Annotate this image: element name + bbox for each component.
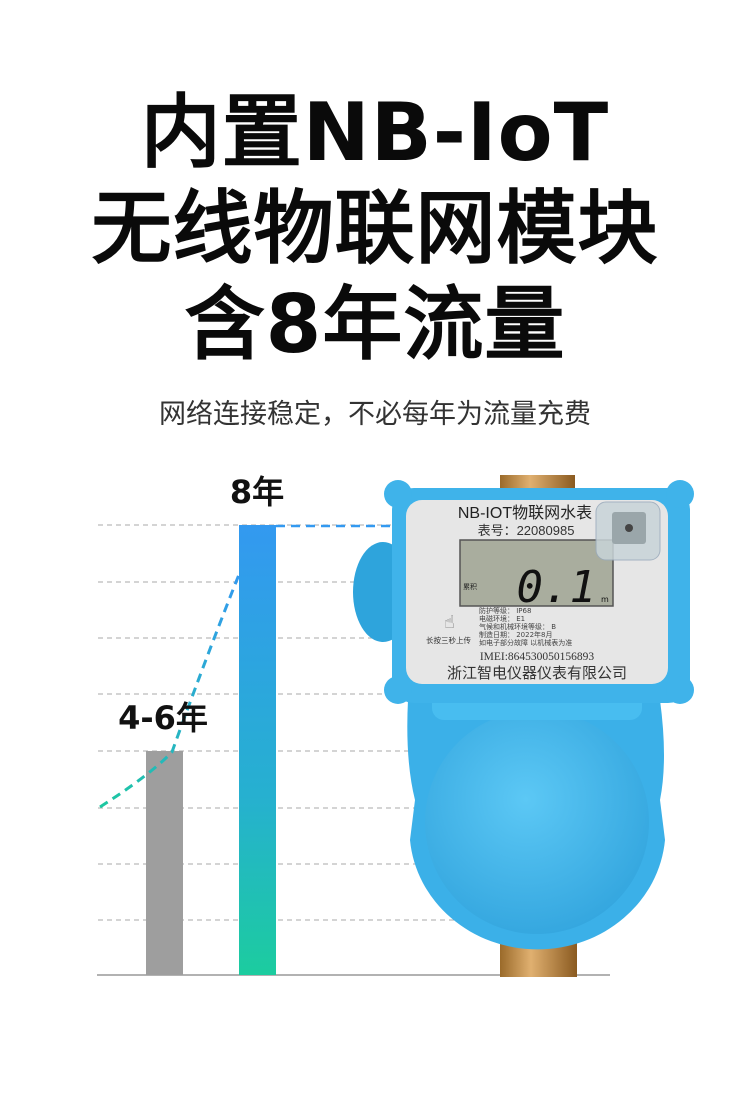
meter-serial: 表号：22080985 bbox=[478, 523, 575, 538]
meter-title: NB-IOT物联网水表 bbox=[458, 504, 592, 522]
lcd-label: 累积 bbox=[463, 582, 477, 591]
button-hint: 长按三秒上传 bbox=[426, 635, 471, 645]
spec-line: 制造日期： 2022年8月 bbox=[479, 630, 553, 639]
bar-label-4-6-years: 4-6年 bbox=[118, 699, 208, 737]
water-meter-image: NB-IOT物联网水表 表号：22080985 累积 0.1 m ☝ 长按三秒上… bbox=[353, 475, 694, 977]
headline-line-1: 内置NB-IoT bbox=[140, 86, 610, 179]
headline-line-3: 含8年流量 bbox=[184, 278, 566, 371]
spec-line: 气候和机械环境等级： B bbox=[479, 622, 556, 631]
spec-line: 如电子部分故障 以机械表为准 bbox=[479, 638, 572, 647]
spec-line: 防护等级： IP68 bbox=[479, 606, 531, 615]
headline-line-2: 无线物联网模块 bbox=[91, 182, 659, 275]
subtitle: 网络连接稳定，不必每年为流量充费 bbox=[159, 399, 591, 430]
bar-label-8-years: 8年 bbox=[230, 473, 284, 511]
bar-8-years bbox=[239, 525, 276, 975]
meter-imei: IMEI:864530050156893 bbox=[480, 651, 595, 663]
lcd-unit: m bbox=[601, 595, 609, 604]
spec-line: 电磁环境： E1 bbox=[479, 614, 525, 623]
lcd-value: 0.1 bbox=[517, 562, 596, 613]
bar-4-6-years bbox=[146, 751, 183, 975]
meter-maker: 浙江智电仪器仪表有限公司 bbox=[447, 664, 627, 682]
trend-line bbox=[99, 571, 242, 809]
hand-icon: ☝ bbox=[444, 612, 455, 633]
